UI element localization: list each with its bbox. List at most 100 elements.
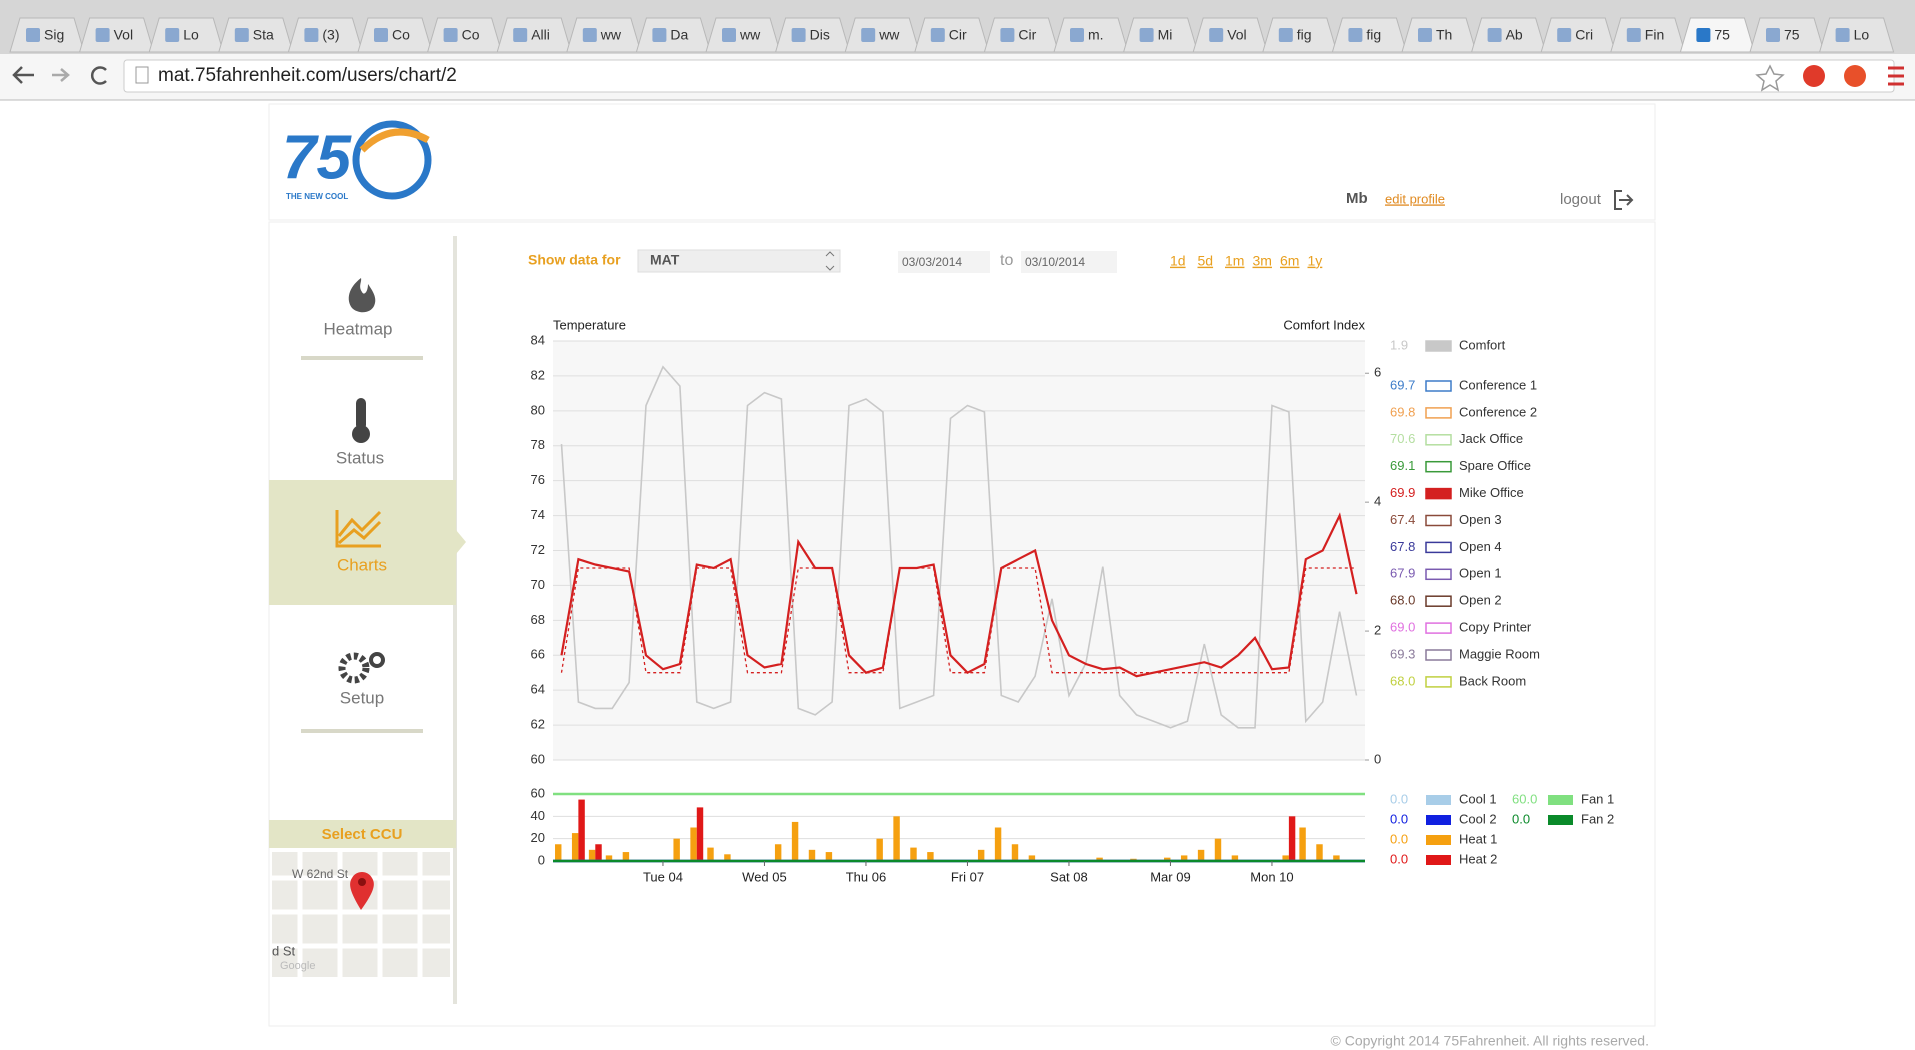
nav-item[interactable]: Setup <box>340 688 384 707</box>
bar <box>775 844 781 861</box>
bar <box>690 828 696 862</box>
legend-label[interactable]: Mike Office <box>1459 485 1524 500</box>
bar <box>826 852 832 861</box>
nav-item[interactable]: Charts <box>337 555 387 574</box>
tab-title[interactable]: Cir <box>949 27 967 43</box>
legend-label[interactable]: Copy Printer <box>1459 620 1532 635</box>
legend-label[interactable]: Maggie Room <box>1459 646 1540 661</box>
tab-title[interactable]: Vol <box>1227 27 1246 43</box>
legend-label[interactable]: Cool 2 <box>1459 811 1497 826</box>
tab-title[interactable]: ww <box>878 27 900 43</box>
tab-title[interactable]: Sta <box>253 27 274 43</box>
range-link[interactable]: 1y <box>1308 253 1323 269</box>
tab-title[interactable]: (3) <box>322 27 339 43</box>
tab-title[interactable]: m. <box>1088 27 1104 43</box>
tab-title[interactable]: ww <box>600 27 622 43</box>
legend-swatch[interactable] <box>1426 569 1451 579</box>
legend-label[interactable]: Open 2 <box>1459 593 1502 608</box>
range-link[interactable]: 1d <box>1170 253 1186 269</box>
legend-label[interactable]: Fan 2 <box>1581 811 1614 826</box>
tab-title[interactable]: Sig <box>44 27 64 43</box>
tab-title[interactable]: fig <box>1297 27 1312 43</box>
legend-label[interactable]: Fan 1 <box>1581 791 1614 806</box>
legend-swatch[interactable] <box>1426 815 1451 825</box>
legend-label[interactable]: Cool 1 <box>1459 791 1497 806</box>
range-link[interactable]: 1m <box>1225 253 1244 269</box>
bar <box>927 852 933 861</box>
nav-item[interactable]: Heatmap <box>324 319 393 338</box>
tab-title[interactable]: Lo <box>183 27 199 43</box>
legend-label[interactable]: Open 1 <box>1459 566 1502 581</box>
legend-swatch[interactable] <box>1426 795 1451 805</box>
edit-profile-link[interactable]: edit profile <box>1385 191 1445 206</box>
tab-title[interactable]: Ab <box>1506 27 1523 43</box>
legend-label[interactable]: Conference 2 <box>1459 404 1537 419</box>
tab-title[interactable]: Co <box>392 27 410 43</box>
x-tick-label: Mon 10 <box>1250 869 1293 884</box>
logout-link[interactable]: logout <box>1560 191 1602 208</box>
tab-title[interactable]: ww <box>739 27 761 43</box>
to-date[interactable]: 03/10/2014 <box>1025 255 1085 269</box>
from-date[interactable]: 03/03/2014 <box>902 255 962 269</box>
bar <box>792 822 798 861</box>
legend-label[interactable]: Back Room <box>1459 673 1526 688</box>
range-link[interactable]: 6m <box>1280 253 1299 269</box>
legend-swatch[interactable] <box>1426 623 1451 633</box>
legend-label[interactable]: Comfort <box>1459 337 1506 352</box>
legend-label[interactable]: Conference 1 <box>1459 377 1537 392</box>
tab-title[interactable]: Cir <box>1018 27 1036 43</box>
legend-swatch[interactable] <box>1426 462 1451 472</box>
y2-tick-label: 2 <box>1374 623 1381 638</box>
tab-title[interactable]: Da <box>670 27 688 43</box>
legend-readout: 0.0 <box>1512 811 1530 826</box>
legend-swatch[interactable] <box>1426 542 1451 552</box>
tab-title[interactable]: Lo <box>1854 27 1870 43</box>
ccu-select-value[interactable]: MAT <box>650 252 680 268</box>
tab-title[interactable]: Fin <box>1645 27 1664 43</box>
tab-title[interactable]: Mi <box>1158 27 1173 43</box>
legend-swatch[interactable] <box>1426 408 1451 418</box>
legend-swatch[interactable] <box>1548 795 1573 805</box>
legend-label[interactable]: Heat 2 <box>1459 851 1497 866</box>
tab-title[interactable]: Alli <box>531 27 550 43</box>
legend-readout: 60.0 <box>1512 791 1537 806</box>
legend-swatch[interactable] <box>1426 341 1451 351</box>
nav-item[interactable]: Status <box>336 448 384 467</box>
bar <box>1198 850 1204 861</box>
tab-title[interactable]: 75 <box>1784 27 1800 43</box>
legend-label[interactable]: Open 3 <box>1459 512 1502 527</box>
tab-title[interactable]: Dis <box>810 27 830 43</box>
tab-title[interactable]: 75 <box>1714 27 1730 43</box>
tab-title[interactable]: fig <box>1366 27 1381 43</box>
x-tick-label: Thu 06 <box>846 869 886 884</box>
legend-label[interactable]: Jack Office <box>1459 431 1523 446</box>
extension-icon[interactable] <box>1844 65 1866 87</box>
legend-swatch[interactable] <box>1426 855 1451 865</box>
y-tick-label: 80 <box>531 402 545 417</box>
tab-title[interactable]: Co <box>462 27 480 43</box>
y-tick-label: 0 <box>538 852 545 867</box>
legend-label[interactable]: Open 4 <box>1459 539 1502 554</box>
legend-swatch[interactable] <box>1426 381 1451 391</box>
legend-swatch[interactable] <box>1426 516 1451 526</box>
range-link[interactable]: 5d <box>1198 253 1214 269</box>
extension-icon[interactable] <box>1803 65 1825 87</box>
tab-title[interactable]: Th <box>1436 27 1452 43</box>
legend-swatch[interactable] <box>1426 489 1451 499</box>
legend-swatch[interactable] <box>1426 435 1451 445</box>
legend-label[interactable]: Heat 1 <box>1459 831 1497 846</box>
legend-swatch[interactable] <box>1426 650 1451 660</box>
select-ccu[interactable]: Select CCU <box>322 826 403 843</box>
tab-title[interactable]: Vol <box>114 27 133 43</box>
tab-favicon <box>165 28 179 42</box>
url[interactable]: mat.75fahrenheit.com/users/chart/2 <box>158 65 457 86</box>
map[interactable]: W 62nd St d St Google <box>272 852 450 977</box>
legend-swatch[interactable] <box>1426 835 1451 845</box>
legend-swatch[interactable] <box>1548 815 1573 825</box>
legend-readout: 1.9 <box>1390 337 1408 352</box>
legend-swatch[interactable] <box>1426 596 1451 606</box>
range-link[interactable]: 3m <box>1253 253 1272 269</box>
legend-label[interactable]: Spare Office <box>1459 458 1531 473</box>
tab-title[interactable]: Cri <box>1575 27 1593 43</box>
legend-swatch[interactable] <box>1426 677 1451 687</box>
